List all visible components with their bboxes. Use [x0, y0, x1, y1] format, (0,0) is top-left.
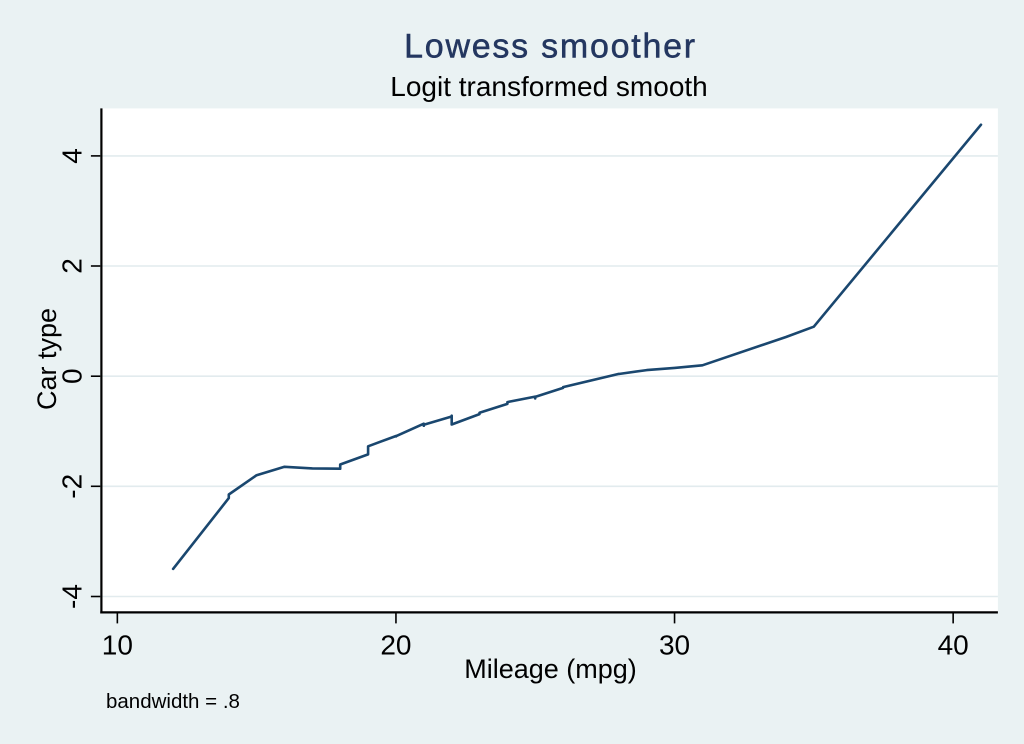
svg-text:0: 0	[57, 368, 88, 384]
svg-text:Car type: Car type	[32, 308, 62, 410]
svg-text:40: 40	[938, 630, 969, 661]
svg-text:Logit transformed smooth: Logit transformed smooth	[390, 71, 708, 102]
svg-text:-4: -4	[57, 584, 88, 609]
svg-text:2: 2	[57, 258, 88, 274]
svg-text:20: 20	[380, 630, 411, 661]
svg-text:Lowess smoother: Lowess smoother	[404, 28, 697, 66]
svg-text:bandwidth = .8: bandwidth = .8	[106, 690, 240, 713]
svg-text:Mileage (mpg): Mileage (mpg)	[464, 654, 637, 684]
svg-text:4: 4	[57, 148, 88, 164]
svg-text:-2: -2	[57, 474, 88, 499]
svg-text:30: 30	[659, 630, 690, 661]
svg-text:10: 10	[102, 630, 133, 661]
